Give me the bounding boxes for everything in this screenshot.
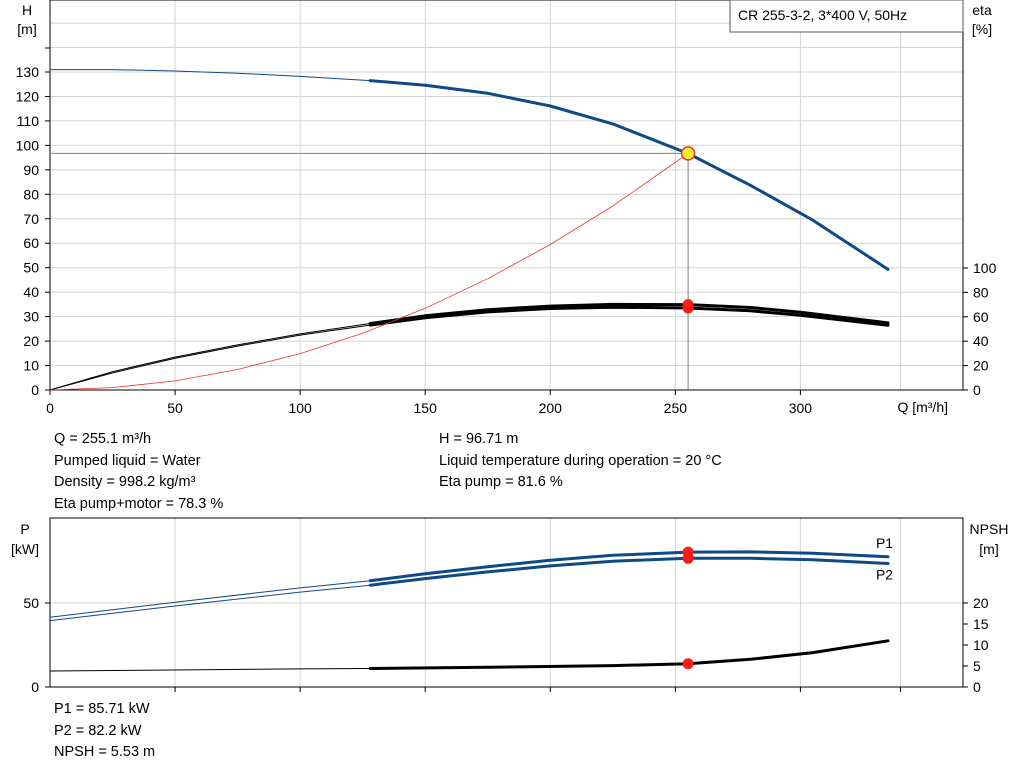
tick-label-y-50: 50 — [23, 595, 39, 611]
y2-axis-label-unit: [%] — [972, 21, 992, 37]
curve-H — [368, 79, 890, 271]
y2-axis-label-name: eta — [972, 2, 992, 18]
tick-label-x-250: 250 — [664, 400, 688, 416]
duty-info-right: H = 96.71 m Liquid temperature during op… — [439, 429, 722, 494]
npsh-value: NPSH = 5.53 m — [54, 744, 156, 760]
x-axis-label: Q [m³/h] — [897, 399, 948, 415]
curve-eta_pump-extended — [49, 323, 371, 391]
curve-eta_pump_motor-extended — [49, 324, 371, 391]
eta-pump-motor-value: Eta pump+motor = 78.3 % — [54, 495, 224, 512]
tick-label-y2-10: 10 — [973, 637, 989, 653]
head-efficiency-chart: 0 50 100 150 200 250 3000102030405060708090100… — [16, 0, 997, 416]
y2-axis-label-unit: [m] — [979, 541, 998, 557]
tick-label-y-40: 40 — [23, 284, 39, 300]
curve-H-extended — [50, 69, 371, 82]
tick-label-y2-60: 60 — [973, 309, 989, 325]
p2-marker — [682, 552, 694, 564]
y2-axis-label-name: NPSH — [970, 521, 1009, 537]
tick-label-y-0: 0 — [31, 679, 39, 695]
head-value: H = 96.71 m — [439, 431, 519, 447]
tick-label-y2-0: 0 — [973, 382, 981, 398]
plot-area — [50, 0, 963, 390]
tick-label-x-200: 200 — [539, 400, 563, 416]
density-value: Density = 998.2 kg/m³ — [54, 474, 196, 490]
tick-label-x-100: 100 — [288, 400, 312, 416]
p2-value: P2 = 82.2 kW — [54, 722, 142, 739]
y-axis-label-unit: [kW] — [11, 541, 39, 557]
tick-label-y-70: 70 — [23, 211, 39, 227]
plot-frame — [49, 0, 964, 391]
tick-label-y2-80: 80 — [973, 284, 989, 300]
tick-label-x-50: 50 — [167, 400, 183, 416]
curve-P2-extended — [49, 584, 371, 622]
tick-label-y2-0: 0 — [973, 679, 981, 695]
tick-label-x-0: 0 — [46, 400, 54, 416]
tick-label-y-120: 120 — [16, 88, 40, 104]
eta-pump-motor-marker — [682, 302, 694, 314]
duty-info-left: Q = 255.1 m³/h Pumped liquid = Water Den… — [54, 429, 223, 515]
tick-label-y-60: 60 — [23, 235, 39, 251]
tick-label-y-90: 90 — [23, 162, 39, 178]
series-label-p1: P1 — [876, 535, 893, 551]
tick-label-y-100: 100 — [16, 137, 40, 153]
curve-system_curve — [49, 153, 689, 391]
tick-label-x-300: 300 — [789, 400, 813, 416]
power-info: P1 = 85.71 kW P2 = 82.2 kW NPSH = 5.53 m — [54, 699, 155, 764]
y-axis-label-name: H — [22, 2, 32, 18]
tick-label-y2-40: 40 — [973, 333, 989, 349]
tick-label-y-50: 50 — [23, 260, 39, 276]
tick-label-y-10: 10 — [23, 358, 39, 374]
y-axis-label-name: P — [20, 521, 29, 537]
liquid-temperature-value: Liquid temperature during operation = 20… — [439, 452, 722, 469]
curve-eta_pump — [368, 302, 890, 325]
tick-label-y-110: 110 — [17, 113, 40, 129]
duty-point-marker — [680, 146, 696, 161]
tick-label-y2-100: 100 — [973, 260, 997, 276]
tick-label-y2-5: 5 — [973, 658, 981, 674]
tick-label-x-150: 150 — [414, 400, 438, 416]
chart-title: CR 255-3-2, 3*400 V, 50Hz — [738, 7, 907, 23]
tick-label-y2-20: 20 — [973, 358, 989, 374]
power-npsh-chart: 0 50 0 5 10 15 20 P [kW] NPSH [m] P1 P2 — [11, 517, 1009, 695]
tick-label-y-80: 80 — [23, 186, 39, 202]
plot-frame — [49, 517, 964, 688]
curve-NPSH-extended — [49, 668, 371, 672]
pumped-liquid-value: Pumped liquid = Water — [54, 452, 201, 469]
curve-P1 — [368, 550, 890, 583]
y-axis-label-unit: [m] — [17, 21, 36, 37]
tick-label-y-130: 130 — [16, 64, 40, 80]
tick-label-y-0: 0 — [31, 382, 39, 398]
title-box — [729, 0, 964, 33]
p1-value: P1 = 85.71 kW — [54, 701, 150, 717]
curve-P2 — [368, 556, 890, 587]
npsh-marker — [682, 658, 694, 670]
curve-eta_pump_motor — [368, 305, 890, 327]
tick-label-y-20: 20 — [23, 333, 39, 349]
tick-label-y2-20: 20 — [973, 595, 989, 611]
curve-P1-extended — [49, 580, 371, 618]
flow-value: Q = 255.1 m³/h — [54, 431, 152, 447]
tick-label-y-30: 30 — [23, 309, 39, 325]
tick-label-y2-15: 15 — [973, 616, 989, 632]
series-label-p2: P2 — [876, 567, 893, 583]
eta-pump-value: Eta pump = 81.6 % — [439, 474, 563, 490]
